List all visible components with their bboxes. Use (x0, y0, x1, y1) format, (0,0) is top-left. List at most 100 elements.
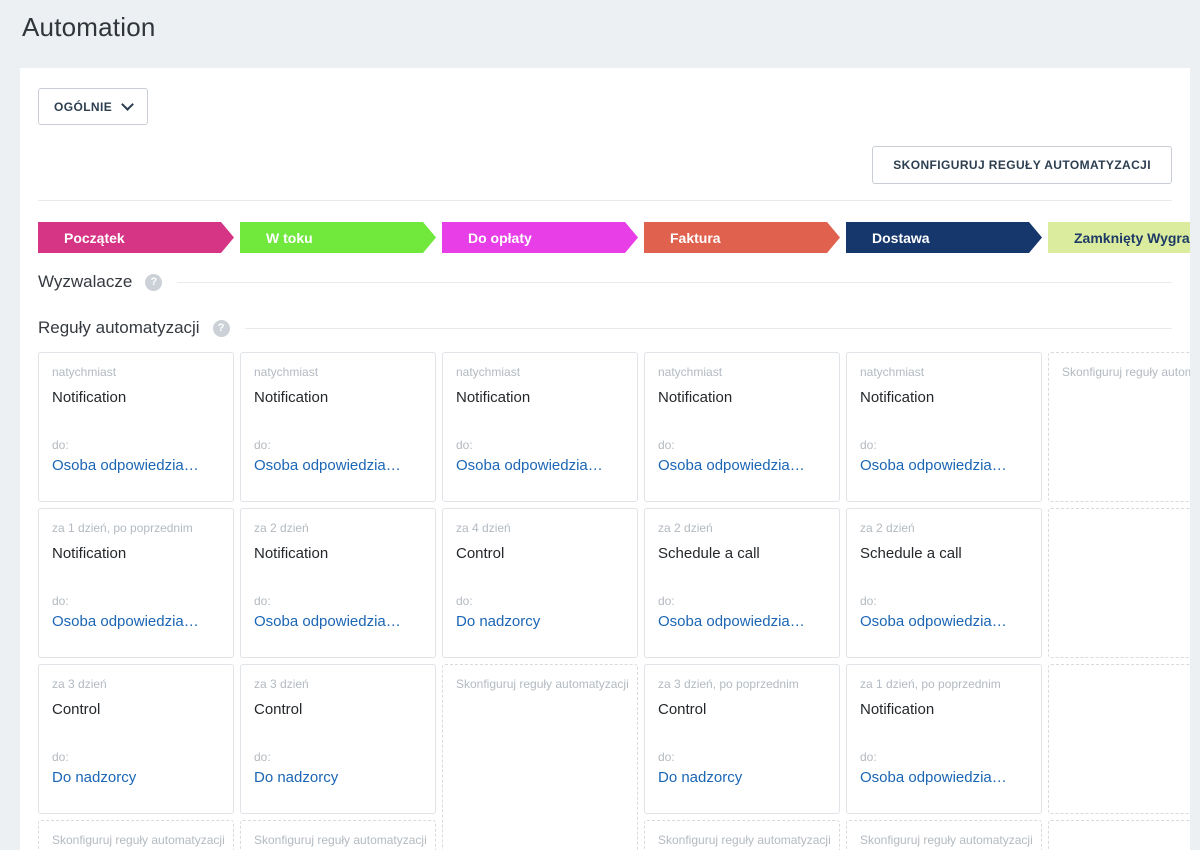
rule-action-name: Notification (456, 389, 531, 406)
rule-do-label: do: (658, 437, 675, 452)
toolbar-divider (38, 200, 1172, 201)
rule-action-name: Schedule a call (860, 545, 962, 562)
rule-target-link[interactable]: Osoba odpowiedzia… (860, 456, 1007, 474)
rule-target-link[interactable]: Do nadzorcy (52, 768, 137, 786)
rule-action-name: Notification (52, 389, 127, 406)
pipeline-stage-2[interactable]: W toku (240, 222, 436, 253)
rule-card[interactable]: za 2 dzień Schedule a call do: Osoba odpowi… (846, 508, 1042, 658)
ogolnie-dropdown-button[interactable]: OGÓLNIE (38, 88, 149, 125)
configure-rules-placeholder[interactable] (1048, 820, 1190, 850)
rule-timing: za 3 dzień, po poprzednim (658, 677, 799, 691)
rule-timing: natychmiast (254, 365, 319, 379)
triggers-section-header: Wyzwalacze ? (38, 272, 1172, 292)
rule-timing: za 3 dzień (254, 677, 309, 691)
configure-rules-placeholder[interactable]: Skonfiguruj reguły automatyzacji (1048, 352, 1190, 502)
rule-target-link[interactable]: Osoba odpowiedzia… (456, 456, 603, 474)
rule-target-link[interactable]: Do nadzorcy (658, 768, 743, 786)
rule-target-link[interactable]: Osoba odpowiedzia… (658, 456, 805, 474)
help-icon[interactable]: ? (212, 319, 230, 337)
placeholder-label: Skonfiguruj reguły automatyzacji (658, 833, 831, 847)
configure-rules-placeholder[interactable]: Skonfiguruj reguły automatyzacji (38, 820, 234, 850)
pipeline-stage-5[interactable]: Dostawa (846, 222, 1042, 253)
rule-timing: za 2 dzień (860, 521, 915, 535)
rule-action-name: Control (456, 545, 505, 562)
configure-rules-placeholder[interactable]: Skonfiguruj reguły automatyzacji (240, 820, 436, 850)
rules-section-header: Reguły automatyzacji ? (38, 318, 1172, 338)
placeholder-label: Skonfiguruj reguły automatyzacji (860, 833, 1033, 847)
configure-rules-placeholder[interactable] (1048, 508, 1190, 658)
rule-card[interactable]: natychmiast Notification do: Osoba odpowied… (38, 352, 234, 502)
page-title: Automation (22, 12, 156, 42)
configure-rules-placeholder[interactable]: Skonfiguruj reguły automatyzacji (846, 820, 1042, 850)
rule-do-label: do: (254, 593, 271, 608)
rule-timing: za 1 dzień, po poprzednim (52, 521, 193, 535)
placeholder-label: Skonfiguruj reguły automatyzacji (254, 833, 427, 847)
configure-rules-placeholder[interactable]: Skonfiguruj reguły automatyzacji (442, 664, 638, 850)
rule-timing: natychmiast (860, 365, 925, 379)
rule-action-name: Schedule a call (658, 545, 760, 562)
rule-card[interactable]: za 4 dzień Control do: Do nadzorcy (442, 508, 638, 658)
rule-card[interactable]: natychmiast Notification do: Osoba odpowied… (240, 352, 436, 502)
rule-card[interactable]: za 2 dzień Notification do: Osoba odpowiedz… (240, 508, 436, 658)
rule-card[interactable]: natychmiast Notification do: Osoba odpowied… (644, 352, 840, 502)
pipeline-stage-label: Początek (64, 229, 125, 246)
rule-action-name: Notification (52, 545, 127, 562)
pipeline: Początek W toku Do opłaty Faktura Dostawa Zam… (38, 222, 1190, 253)
configure-rules-placeholder[interactable]: Skonfiguruj reguły automatyzacji (644, 820, 840, 850)
content-panel: OGÓLNIE SKONFIGURUJ REGUŁY AUTOMATYZACJI… (20, 68, 1190, 850)
pipeline-stage-1[interactable]: Początek (38, 222, 234, 253)
rule-card[interactable]: za 3 dzień Control do: Do nadzorcy (240, 664, 436, 814)
rule-card[interactable]: za 3 dzień, po poprzednim Control do: Do na… (644, 664, 840, 814)
pipeline-stage-label: Dostawa (872, 229, 930, 246)
rule-timing: natychmiast (456, 365, 521, 379)
rule-do-label: do: (456, 593, 473, 608)
rule-card[interactable]: za 3 dzień Control do: Do nadzorcy (38, 664, 234, 814)
placeholder-label: Skonfiguruj reguły automatyzacji (52, 833, 225, 847)
rule-do-label: do: (860, 437, 877, 452)
pipeline-stage-label: Do opłaty (468, 229, 532, 246)
rule-timing: natychmiast (658, 365, 723, 379)
section-divider-line (177, 281, 1172, 283)
chevron-down-icon (121, 98, 135, 111)
rule-do-label: do: (254, 749, 271, 764)
rule-timing: za 2 dzień (658, 521, 713, 535)
rule-do-label: do: (860, 749, 877, 764)
rule-card[interactable]: za 2 dzień Schedule a call do: Osoba odpowi… (644, 508, 840, 658)
rule-do-label: do: (52, 749, 69, 764)
pipeline-stage-3[interactable]: Do opłaty (442, 222, 638, 253)
rule-action-name: Notification (860, 701, 935, 718)
rule-target-link[interactable]: Osoba odpowiedzia… (658, 612, 805, 630)
rule-do-label: do: (860, 593, 877, 608)
placeholder-label: Skonfiguruj reguły automatyzacji (1062, 365, 1190, 379)
rule-card[interactable]: natychmiast Notification do: Osoba odpowied… (846, 352, 1042, 502)
configure-rules-button[interactable]: SKONFIGURUJ REGUŁY AUTOMATYZACJI (872, 146, 1172, 184)
configure-rules-placeholder[interactable] (1048, 664, 1190, 814)
pipeline-stage-6[interactable]: Zamknięty Wygra (1048, 222, 1190, 253)
pipeline-stage-label: Faktura (670, 229, 721, 246)
rule-action-name: Control (658, 701, 707, 718)
rule-action-name: Control (254, 701, 303, 718)
rule-do-label: do: (658, 749, 675, 764)
rule-target-link[interactable]: Osoba odpowiedzia… (860, 768, 1007, 786)
ogolnie-dropdown-label: OGÓLNIE (54, 99, 113, 114)
rule-target-link[interactable]: Osoba odpowiedzia… (52, 612, 199, 630)
rule-do-label: do: (52, 593, 69, 608)
rule-card[interactable]: natychmiast Notification do: Osoba odpowied… (442, 352, 638, 502)
rule-do-label: do: (254, 437, 271, 452)
pipeline-stage-label: Zamknięty Wygra (1074, 229, 1190, 246)
rule-action-name: Notification (254, 389, 329, 406)
section-divider-line (244, 327, 1172, 329)
rule-target-link[interactable]: Do nadzorcy (254, 768, 339, 786)
rule-target-link[interactable]: Osoba odpowiedzia… (254, 612, 401, 630)
rule-timing: za 2 dzień (254, 521, 309, 535)
rule-target-link[interactable]: Osoba odpowiedzia… (860, 612, 1007, 630)
rule-card[interactable]: za 1 dzień, po poprzednim Notification do:… (846, 664, 1042, 814)
rules-grid: natychmiast Notification do: Osoba odpowied… (38, 352, 1190, 850)
rule-target-link[interactable]: Osoba odpowiedzia… (52, 456, 199, 474)
rule-action-name: Notification (254, 545, 329, 562)
help-icon[interactable]: ? (145, 273, 163, 291)
rule-target-link[interactable]: Do nadzorcy (456, 612, 541, 630)
rule-card[interactable]: za 1 dzień, po poprzednim Notification do:… (38, 508, 234, 658)
rule-target-link[interactable]: Osoba odpowiedzia… (254, 456, 401, 474)
pipeline-stage-4[interactable]: Faktura (644, 222, 840, 253)
